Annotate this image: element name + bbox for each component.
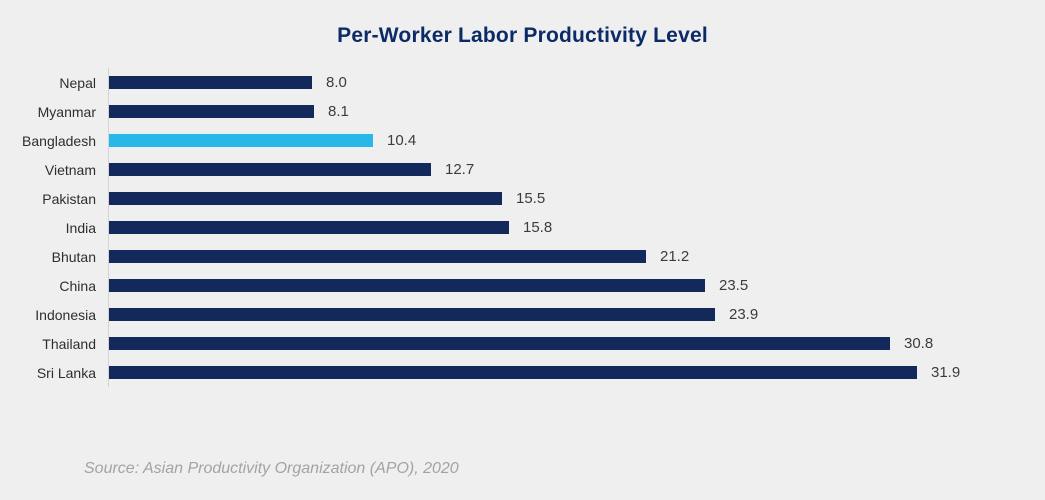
- bar-track: 21.2: [108, 242, 1034, 271]
- bar-track: 15.8: [108, 213, 1034, 242]
- bar: [109, 105, 314, 118]
- value-label: 15.5: [516, 190, 546, 207]
- category-label: Pakistan: [42, 190, 96, 207]
- bar: [109, 308, 715, 321]
- bar: [109, 221, 509, 234]
- bar-track: 15.5: [108, 184, 1034, 213]
- bar-track: 23.5: [108, 271, 1034, 300]
- category-label: Bangladesh: [22, 132, 96, 149]
- chart-row: Nepal 8.0: [8, 68, 1045, 97]
- value-label: 31.9: [931, 364, 961, 381]
- bar: [109, 163, 431, 176]
- bar: [109, 337, 890, 350]
- bar: [109, 192, 502, 205]
- chart-container: Per-Worker Labor Productivity Level Nepa…: [8, 24, 1045, 477]
- chart-row: Thailand 30.8: [8, 329, 1045, 358]
- chart-row: Bhutan 21.2: [8, 242, 1045, 271]
- category-label: Indonesia: [35, 306, 96, 323]
- bar-track: 8.1: [108, 97, 1034, 126]
- bar-track: 8.0: [108, 68, 1034, 97]
- source-note: Source: Asian Productivity Organization …: [84, 460, 459, 477]
- category-label: Thailand: [42, 335, 96, 352]
- category-label: Myanmar: [37, 103, 96, 120]
- bar: [109, 250, 646, 263]
- chart-row: Vietnam 12.7: [8, 155, 1045, 184]
- chart-row: Indonesia 23.9: [8, 300, 1045, 329]
- value-label: 10.4: [387, 132, 417, 149]
- bar-track: 23.9: [108, 300, 1034, 329]
- bar-track: 30.8: [108, 329, 1034, 358]
- value-label: 30.8: [904, 335, 934, 352]
- value-label: 12.7: [445, 161, 475, 178]
- value-label: 8.0: [326, 74, 347, 91]
- value-label: 23.5: [719, 277, 749, 294]
- category-label: Nepal: [59, 74, 96, 91]
- plot-area: Nepal 8.0 Myanmar 8.1 Bangladesh 10.4 Vietnam 1…: [8, 68, 1045, 387]
- category-label: Bhutan: [51, 248, 96, 265]
- bar-track: 10.4: [108, 126, 1034, 155]
- value-label: 21.2: [660, 248, 690, 265]
- bar-track: 31.9: [108, 358, 1034, 387]
- bar-track: 12.7: [108, 155, 1034, 184]
- chart-title: Per-Worker Labor Productivity Level: [337, 24, 708, 47]
- category-label: China: [59, 277, 96, 294]
- chart-row: Sri Lanka 31.9: [8, 358, 1045, 387]
- value-label: 15.8: [523, 219, 553, 236]
- chart-row: India 15.8: [8, 213, 1045, 242]
- chart-row: China 23.5: [8, 271, 1045, 300]
- category-label: Sri Lanka: [36, 364, 96, 381]
- category-label: Vietnam: [44, 161, 96, 178]
- category-label: India: [65, 219, 96, 236]
- value-label: 23.9: [729, 306, 759, 323]
- bar: [109, 279, 705, 292]
- value-label: 8.1: [328, 103, 349, 120]
- chart-row: Bangladesh 10.4: [8, 126, 1045, 155]
- bar-highlighted: [109, 134, 373, 147]
- bar: [109, 366, 917, 379]
- bar: [109, 76, 312, 89]
- chart-row: Myanmar 8.1: [8, 97, 1045, 126]
- chart-row: Pakistan 15.5: [8, 184, 1045, 213]
